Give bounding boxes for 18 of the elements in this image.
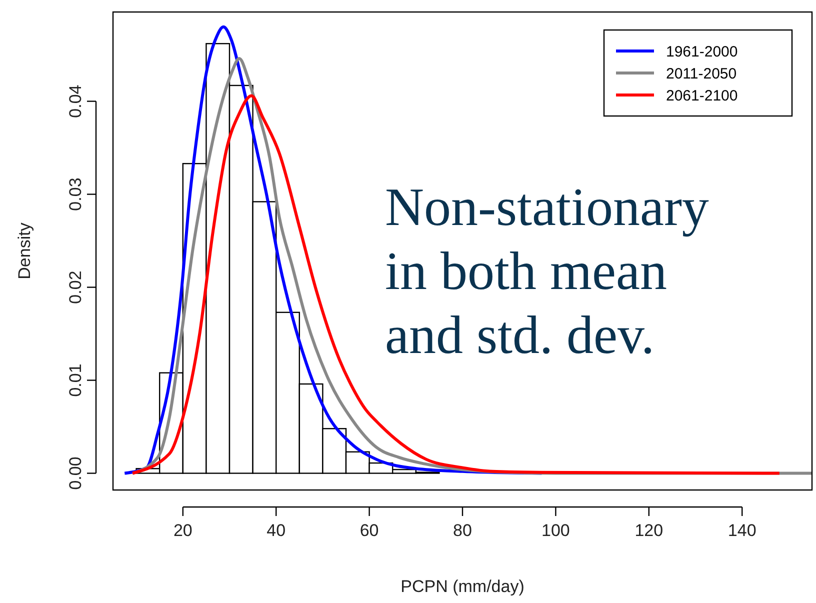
- legend-label: 1961-2000: [666, 43, 738, 60]
- x-tick-label: 80: [453, 521, 472, 540]
- y-tick-label: 0.01: [66, 364, 85, 397]
- x-tick-label: 20: [173, 521, 192, 540]
- x-tick-label: 120: [634, 521, 664, 540]
- x-tick-label: 100: [542, 521, 570, 540]
- x-axis-title: PCPN (mm/day): [400, 577, 524, 596]
- y-tick-label: 0.04: [66, 84, 85, 118]
- x-tick-label: 140: [728, 521, 756, 540]
- x-tick-label: 40: [266, 521, 286, 540]
- annotation: Non-stationary in both mean and std. dev.: [385, 177, 709, 365]
- y-tick-label: 0.02: [66, 270, 85, 304]
- legend-label: 2011-2050: [666, 65, 737, 82]
- y-tick-label: 0.03: [66, 178, 85, 211]
- y-axis-title: Density: [15, 222, 34, 280]
- y-tick-label: 0.00: [66, 456, 85, 490]
- x-tick-label: 60: [360, 521, 379, 540]
- legend-label: 2061-2100: [666, 87, 738, 104]
